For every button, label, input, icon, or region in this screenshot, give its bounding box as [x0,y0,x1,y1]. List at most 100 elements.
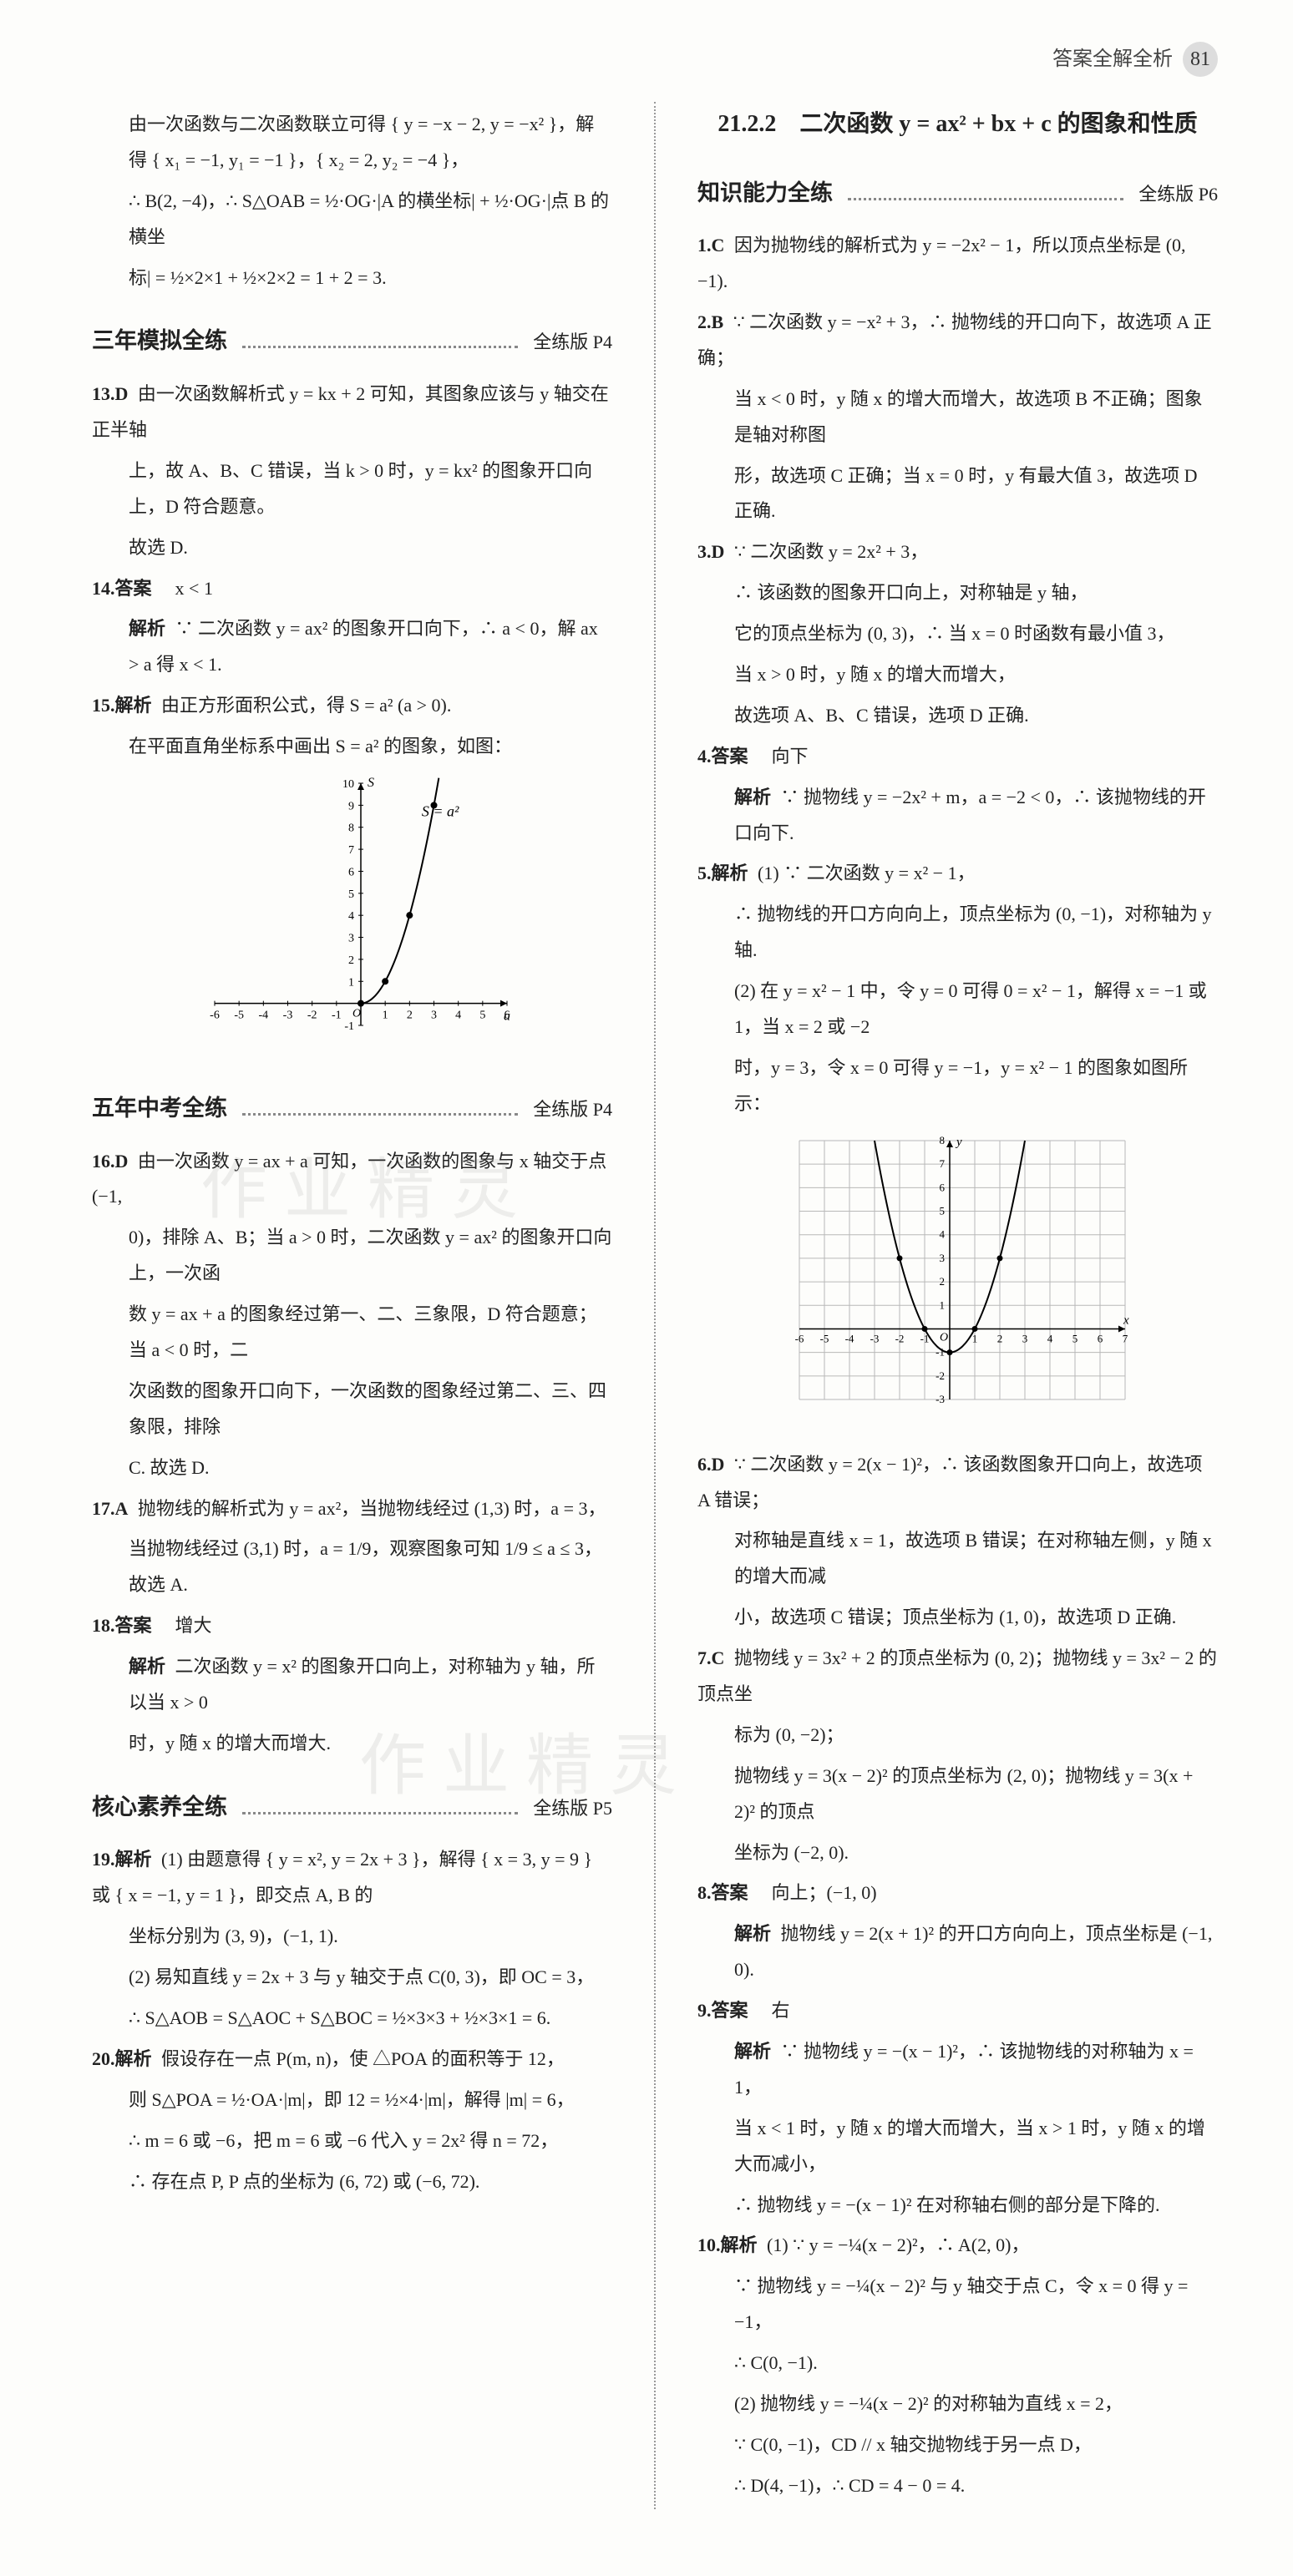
svg-text:7: 7 [1122,1332,1128,1344]
svg-text:-1: -1 [344,1020,354,1033]
svg-text:-3: -3 [870,1332,879,1344]
svg-text:8: 8 [348,822,354,835]
q20-l2: 则 S△POA = ½·OA·|m|，即 12 = ½×4·|m|，解得 |m|… [92,2083,612,2118]
sec3-ref: 全练版 P5 [533,1791,612,1827]
svg-text:1: 1 [382,1010,388,1022]
q18-exp2: 时，y 随 x 的增大而增大. [92,1726,612,1762]
q20: 20.解析 假设存在一点 P(m, n)，使 △POA 的面积等于 12， [92,2042,612,2078]
rq3-l1: ∵ 二次函数 y = 2x² + 3， [734,541,928,562]
svg-text:7: 7 [939,1157,945,1170]
sec3-title: 核心素养全练 [92,1785,227,1830]
q17: 17.A 抛物线的解析式为 y = ax²，当抛物线经过 (1,3) 时，a =… [92,1491,612,1527]
sec1-ref: 全练版 P4 [533,325,612,361]
secr1-title: 知识能力全练 [697,171,833,215]
dots-fill [242,1812,518,1814]
svg-text:O: O [352,1008,361,1020]
svg-text:6: 6 [939,1181,945,1193]
rq6-l3: 小，故选项 C 错误；顶点坐标为 (1, 0)，故选项 D 正确. [697,1600,1218,1636]
svg-text:1: 1 [939,1298,945,1311]
rq5-l4: 时，y = 3，令 x = 0 可得 y = −1，y = x² − 1 的图象… [697,1050,1218,1122]
svg-text:3: 3 [431,1010,437,1022]
svg-text:2: 2 [348,954,354,967]
left-column: 由一次函数与二次函数联立可得 { y = −x − 2, y = −x² }，解… [92,102,612,2509]
secr1-ref: 全练版 P6 [1138,177,1218,213]
header-label: 答案全解全析 [1052,48,1173,70]
q15: 15.解析 由正方形面积公式，得 S = a² (a > 0). [92,688,612,724]
column-divider [654,102,656,2509]
rq6-l1: ∵ 二次函数 y = 2(x − 1)²，∴ 该函数图象开口向上，故选项 A 错… [697,1454,1202,1511]
q14-exp-text: ∵ 二次函数 y = ax² 的图象开口向下，∴ a < 0，解 ax > a … [129,618,598,675]
dots-fill [242,346,518,348]
q13-l3: 故选 D. [92,530,612,566]
svg-text:2: 2 [939,1275,945,1288]
svg-text:4: 4 [455,1010,461,1022]
q16-l1: 由一次函数 y = ax + a 可知，一次函数的图象与 x 轴交于点 (−1, [92,1151,606,1207]
q18-ans: 增大 [175,1615,212,1636]
q20-l1: 假设存在一点 P(m, n)，使 △POA 的面积等于 12， [161,2048,565,2069]
svg-text:1: 1 [971,1332,977,1344]
svg-text:-1: -1 [331,1010,341,1022]
q14: 14.答案 x < 1 [92,571,612,607]
rq4: 4.答案 向下 [697,739,1218,775]
rq1: 1.C 因为抛物线的解析式为 y = −2x² − 1，所以顶点坐标是 (0, … [697,228,1218,300]
svg-text:3: 3 [1022,1332,1027,1344]
q18: 18.答案 增大 [92,1608,612,1644]
rq2-l3: 形，故选项 C 正确；当 x = 0 时，y 有最大值 3，故选项 D 正确. [697,458,1218,530]
svg-text:y: y [955,1136,962,1149]
two-columns: 由一次函数与二次函数联立可得 { y = −x − 2, y = −x² }，解… [92,102,1218,2509]
svg-text:-1: -1 [936,1345,945,1358]
right-column: 21.2.2 二次函数 y = ax² + bx + c 的图象和性质 知识能力… [697,102,1218,2509]
svg-text:-3: -3 [282,1010,292,1022]
subtitle: 21.2.2 二次函数 y = ax² + bx + c 的图象和性质 [697,102,1218,148]
rq10: 10.解析 (1) ∵ y = −¼(x − 2)²，∴ A(2, 0)， [697,2228,1218,2264]
svg-text:5: 5 [939,1204,945,1217]
rq5: 5.解析 (1) ∵ 二次函数 y = x² − 1， [697,856,1218,892]
rq10-l2: ∵ 抛物线 y = −¼(x − 2)² 与 y 轴交于点 C，令 x = 0 … [697,2269,1218,2341]
svg-text:S = a²: S = a² [421,803,459,820]
rq5-l3: (2) 在 y = x² − 1 中，令 y = 0 可得 0 = x² − 1… [697,974,1218,1045]
q14-ans: x < 1 [175,578,213,599]
rq8-ans: 向上；(−1, 0) [772,1882,877,1903]
svg-text:8: 8 [939,1134,945,1146]
q20-l4: ∴ 存在点 P, P 点的坐标为 (6, 72) 或 (−6, 72). [92,2164,612,2200]
rq10-l6: ∴ D(4, −1)，∴ CD = 4 − 0 = 4. [697,2468,1218,2504]
sec2-ref: 全练版 P4 [533,1092,612,1128]
rq3-l2: ∴ 该函数的图象开口向上，对称轴是 y 轴， [697,575,1218,611]
figure-right: -6-5-4-3-2-11234567-3-2-112345678Oxy [697,1132,1218,1429]
rq10-l3: ∴ C(0, −1). [697,2346,1218,2381]
rq1-text: 因为抛物线的解析式为 y = −2x² − 1，所以顶点坐标是 (0, −1). [697,235,1186,291]
q16: 16.D 由一次函数 y = ax + a 可知，一次函数的图象与 x 轴交于点… [92,1144,612,1216]
svg-text:-4: -4 [258,1010,268,1022]
svg-text:3: 3 [348,933,354,945]
rq7-l1: 抛物线 y = 3x² + 2 的顶点坐标为 (0, 2)；抛物线 y = 3x… [697,1647,1217,1704]
rq4-exp-text: ∵ 抛物线 y = −2x² + m，a = −2 < 0，∴ 该抛物线的开口向… [734,787,1206,843]
q16-l4: 次函数的图象开口向下，一次函数的图象经过第二、三、四象限，排除 [92,1374,612,1445]
rq8-exp-text: 抛物线 y = 2(x + 1)² 的开口方向向上，顶点坐标是 (−1, 0). [734,1923,1212,1980]
q17-l1: 抛物线的解析式为 y = ax²，当抛物线经过 (1,3) 时，a = 3， [138,1498,606,1519]
svg-text:2: 2 [406,1010,412,1022]
sec2-title: 五年中考全练 [92,1086,227,1131]
q15-l2: 在平面直角坐标系中画出 S = a² 的图象，如图： [92,729,612,765]
svg-text:4: 4 [1047,1332,1052,1344]
svg-text:O: O [940,1331,948,1344]
rq3-l5: 故选项 A、B、C 错误，选项 D 正确. [697,698,1218,734]
rq3-l4: 当 x > 0 时，y 随 x 的增大而增大， [697,657,1218,693]
svg-text:-2: -2 [895,1332,904,1344]
q17-l2: 当抛物线经过 (3,1) 时，a = 1/9，观察图象可知 1/9 ≤ a ≤ … [92,1531,612,1603]
svg-text:1: 1 [348,976,354,989]
svg-text:4: 4 [348,910,354,923]
dots-fill [242,1113,518,1116]
q16-l5: C. 故选 D. [92,1450,612,1486]
rq10-l1: (1) ∵ y = −¼(x − 2)²，∴ A(2, 0)， [767,2234,1029,2255]
svg-text:5: 5 [479,1010,485,1022]
rq2-l2: 当 x < 0 时，y 随 x 的增大而增大，故选项 B 不正确；图象是轴对称图 [697,382,1218,453]
q19: 19.解析 (1) 由题意得 { y = x², y = 2x + 3 }，解得… [92,1842,612,1914]
q19-l4: ∴ S△AOB = S△AOC + S△BOC = ½×3×3 + ½×3×1 … [92,2001,612,2037]
svg-text:-5: -5 [234,1010,244,1022]
rq8-exp: 解析 抛物线 y = 2(x + 1)² 的开口方向向上，顶点坐标是 (−1, … [697,1916,1218,1988]
left-chart-svg: -6-5-4-3-2-1123456-112345678910OaSS = a² [181,775,524,1050]
rq10-l4: (2) 抛物线 y = −¼(x − 2)² 的对称轴为直线 x = 2， [697,2386,1218,2422]
svg-text:x: x [1123,1313,1129,1327]
rq9-l1: ∵ 抛物线 y = −(x − 1)²，∴ 该抛物线的对称轴为 x = 1， [734,2041,1194,2098]
q13-l1: 由一次函数解析式 y = kx + 2 可知，其图象应该与 y 轴交在正半轴 [92,383,609,440]
